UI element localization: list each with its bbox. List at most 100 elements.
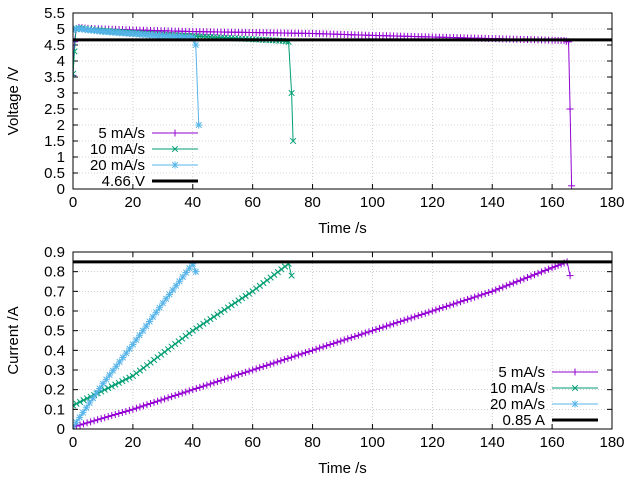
current-series-10-ma-s-marker-d2 [231, 299, 239, 307]
current-series-20-ma-s-marker-d2 [96, 385, 103, 392]
current-series-10-ma-s-marker-d2 [274, 268, 281, 276]
current-series-10-ma-s-marker-d2 [168, 343, 175, 350]
current-series-10-ma-s-marker-d2 [288, 272, 295, 279]
current-series-20-ma-s-marker-d2 [119, 354, 127, 361]
current-series-10-ma-s-marker-d2 [253, 285, 260, 292]
current-series-5-ma-s-markers [73, 258, 574, 429]
current-series-10-ma-s-marker-d2 [83, 395, 91, 402]
current-series-10-ma-s-marker-d2 [189, 327, 196, 334]
current-legend-entry-label: 10 mA/s [490, 380, 545, 397]
current-legend-entry-label: 0.85 A [502, 412, 545, 429]
current-series-20-ma-s-marker-d2 [86, 399, 93, 407]
current-series-10-ma-s-marker-d2 [73, 402, 77, 407]
voltage-series-10-ma-s-marker-d2 [73, 70, 77, 75]
current-ytick-label: 0.4 [44, 342, 65, 359]
current-xtick-label: 0 [69, 434, 77, 451]
current-series-20-ma-s-marker-d2 [126, 345, 133, 352]
current-series-10-ma-s-marker-d2 [179, 335, 186, 342]
current-series-10-ma-s-marker-d2 [256, 282, 264, 289]
voltage-ytick-label: 2.5 [44, 101, 65, 118]
current-series-20-ma-s-marker-d2 [186, 265, 193, 272]
current-series-10-ma-s-marker-d2 [193, 325, 200, 332]
current-series-10-ma-s-marker-d2 [235, 297, 242, 304]
current-series-20-ma-s-marker-d2 [172, 282, 180, 289]
current-series-10-ma-s-marker-d2 [143, 362, 151, 369]
current-series-20-ma-s-marker-d2 [76, 414, 83, 421]
current-ylabel: Current /A [5, 306, 22, 374]
voltage-legend-entry-label: 5 mA/s [98, 125, 145, 142]
current-series-10-ma-s-marker-d2 [214, 311, 221, 318]
current-series-20-ma-s-marker-d2 [169, 286, 176, 294]
current-series-20-ma-s-marker-d2 [136, 332, 143, 339]
current-xtick-label: 80 [304, 434, 321, 451]
current-series-10-ma-s-marker-d2 [164, 346, 172, 353]
voltage-ylabel: Voltage /V [5, 67, 22, 135]
current-xtick-label: 100 [360, 434, 385, 451]
voltage-ytick-label: 0.5 [44, 165, 65, 182]
current-series-20-ma-s-marker-d2 [99, 380, 107, 387]
current-series-10-ma-s-marker-d2 [115, 379, 122, 386]
current-legend: 5 mA/s10 mA/s20 mA/s0.85 A [490, 364, 598, 429]
current-series-20-ma-s-marker-d2 [73, 423, 77, 428]
voltage-series-20-ma-s-marker-d2 [192, 41, 199, 49]
current-series-10-ma-s-marker-d1 [73, 404, 77, 409]
voltage-ytick-label: 4 [57, 53, 65, 70]
voltage-ytick-label: 3 [57, 85, 65, 102]
current-series-10-ma-s-marker-d2 [80, 397, 87, 404]
current-series-20-ma-s-marker-d2 [103, 376, 110, 383]
current-series-10-ma-s-marker-d2 [200, 320, 207, 327]
current-series-20-ma-s-marker-d2 [79, 409, 87, 416]
voltage-ytick-label: 0 [57, 181, 65, 198]
current-series-10-ma-s-marker-d2 [157, 351, 165, 358]
voltage-xtick-label: 20 [125, 194, 142, 211]
current-series-20-ma-s-marker-d2 [163, 295, 170, 302]
current-ytick-label: 0.2 [44, 382, 65, 399]
current-series-20-ma-s-marker-d2 [182, 269, 190, 276]
current-series-10-ma-s-marker-d2 [242, 292, 249, 300]
current-series-10-ma-s-marker-d2 [217, 309, 225, 316]
voltage-series-20-ma-s-marker-d1 [73, 29, 77, 34]
current-series-10-ma-s-marker-d2 [150, 356, 158, 364]
current-series-10-ma-s-marker-d2 [228, 302, 235, 309]
current-series-10-ma-s-marker-d2 [122, 376, 129, 383]
current-series-10-ma-s-marker-d2 [271, 271, 278, 278]
current-xtick-label: 180 [599, 434, 624, 451]
current-series-10-ma-s-marker-d2 [207, 315, 214, 323]
current-series-20-ma-s-marker-d2 [166, 291, 173, 298]
voltage-xlabel: Time /s [318, 220, 367, 237]
voltage-xtick-label: 80 [304, 194, 321, 211]
current-series-10-ma-s-marker-d2 [108, 383, 115, 390]
current-series-20-ma-s-marker-d2 [143, 322, 150, 330]
voltage-series-10-ma-s-marker-d2 [289, 137, 297, 145]
current-series-10-ma-s-marker-d2 [161, 348, 168, 356]
current-xtick-label: 120 [420, 434, 445, 451]
voltage-legend-entry-label: 20 mA/s [90, 157, 145, 174]
current-series-10-ma-s-markers [73, 260, 295, 409]
current-series-20-ma-s-marker-d2 [192, 268, 199, 275]
voltage-xtick-label: 120 [420, 194, 445, 211]
current-series-20-ma-s-marker-d2 [176, 278, 183, 285]
current-xlabel: Time /s [318, 460, 367, 477]
current-series-10-ma-s-marker-d2 [260, 279, 267, 287]
voltage-series-5-ma-s-markers [73, 23, 576, 189]
voltage-frame [72, 12, 613, 190]
voltage-xtick-label: 180 [599, 194, 624, 211]
voltage-series-5-ma-s-line [73, 26, 573, 186]
current-series-20-ma-s-marker-d2 [156, 304, 163, 311]
current-legend-entry-label: 5 mA/s [498, 364, 545, 381]
current-xtick-label: 60 [244, 434, 261, 451]
voltage-legend-entry-label: 4.66 V [102, 173, 145, 190]
voltage-ytick-label: 5 [57, 21, 65, 38]
voltage-series-10-ma-s-marker-d2 [73, 48, 78, 54]
current-series-10-ma-s-marker-d2 [112, 381, 119, 388]
current-series-20-ma-s-marker-d2 [153, 309, 160, 316]
voltage-plot-area [73, 23, 612, 189]
current-series-10-ma-s-marker-d2 [186, 330, 193, 337]
voltage-ytick-label: 1.5 [44, 133, 65, 150]
current-series-10-ma-s-marker-d2 [154, 354, 161, 361]
current-series-10-ma-s-marker-d2 [101, 386, 108, 393]
current-series-10-ma-s-marker-d2 [238, 295, 246, 302]
voltage-xtick-label: 40 [184, 194, 201, 211]
